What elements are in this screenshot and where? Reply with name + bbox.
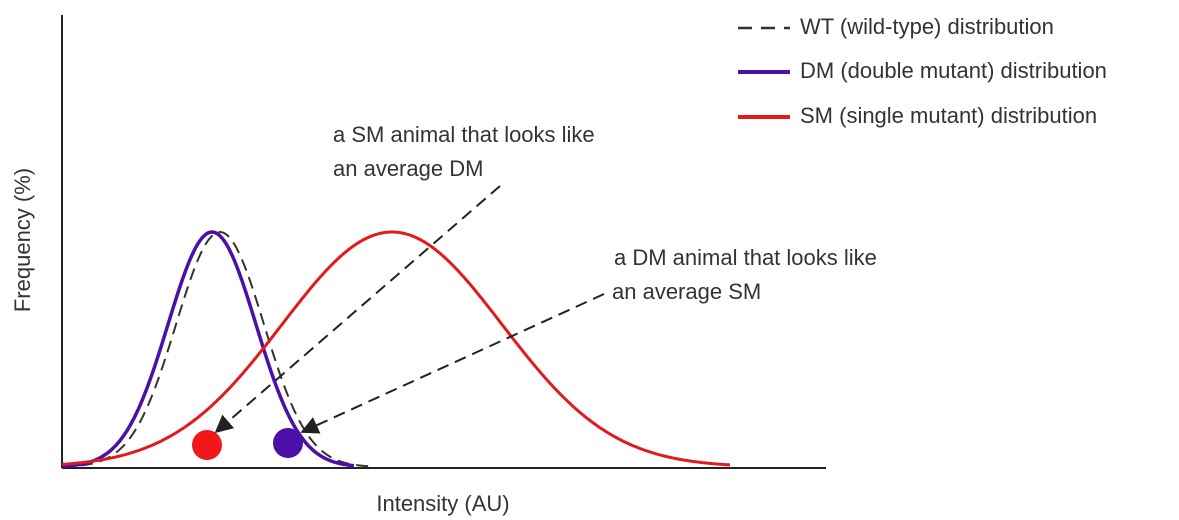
annotation-text: an average SM (612, 279, 761, 304)
y-axis-label: Frequency (%) (10, 168, 35, 312)
sm-curve (61, 230, 731, 467)
legend-label: WT (wild-type) distribution (800, 14, 1054, 39)
legend-label: DM (double mutant) distribution (800, 58, 1107, 83)
wt-curve (62, 230, 371, 468)
annotation-text: a SM animal that looks like (333, 122, 595, 147)
sm-animal-dot (192, 430, 222, 460)
annotation-arrow (214, 185, 501, 434)
dm-animal-dot (273, 428, 303, 458)
dm-curve (61, 230, 355, 469)
legend-label: SM (single mutant) distribution (800, 103, 1097, 128)
x-axis-label: Intensity (AU) (376, 491, 509, 516)
annotation-text: an average DM (333, 156, 483, 181)
annotation-arrow (300, 293, 605, 434)
annotation-text: a DM animal that looks like (614, 245, 877, 270)
